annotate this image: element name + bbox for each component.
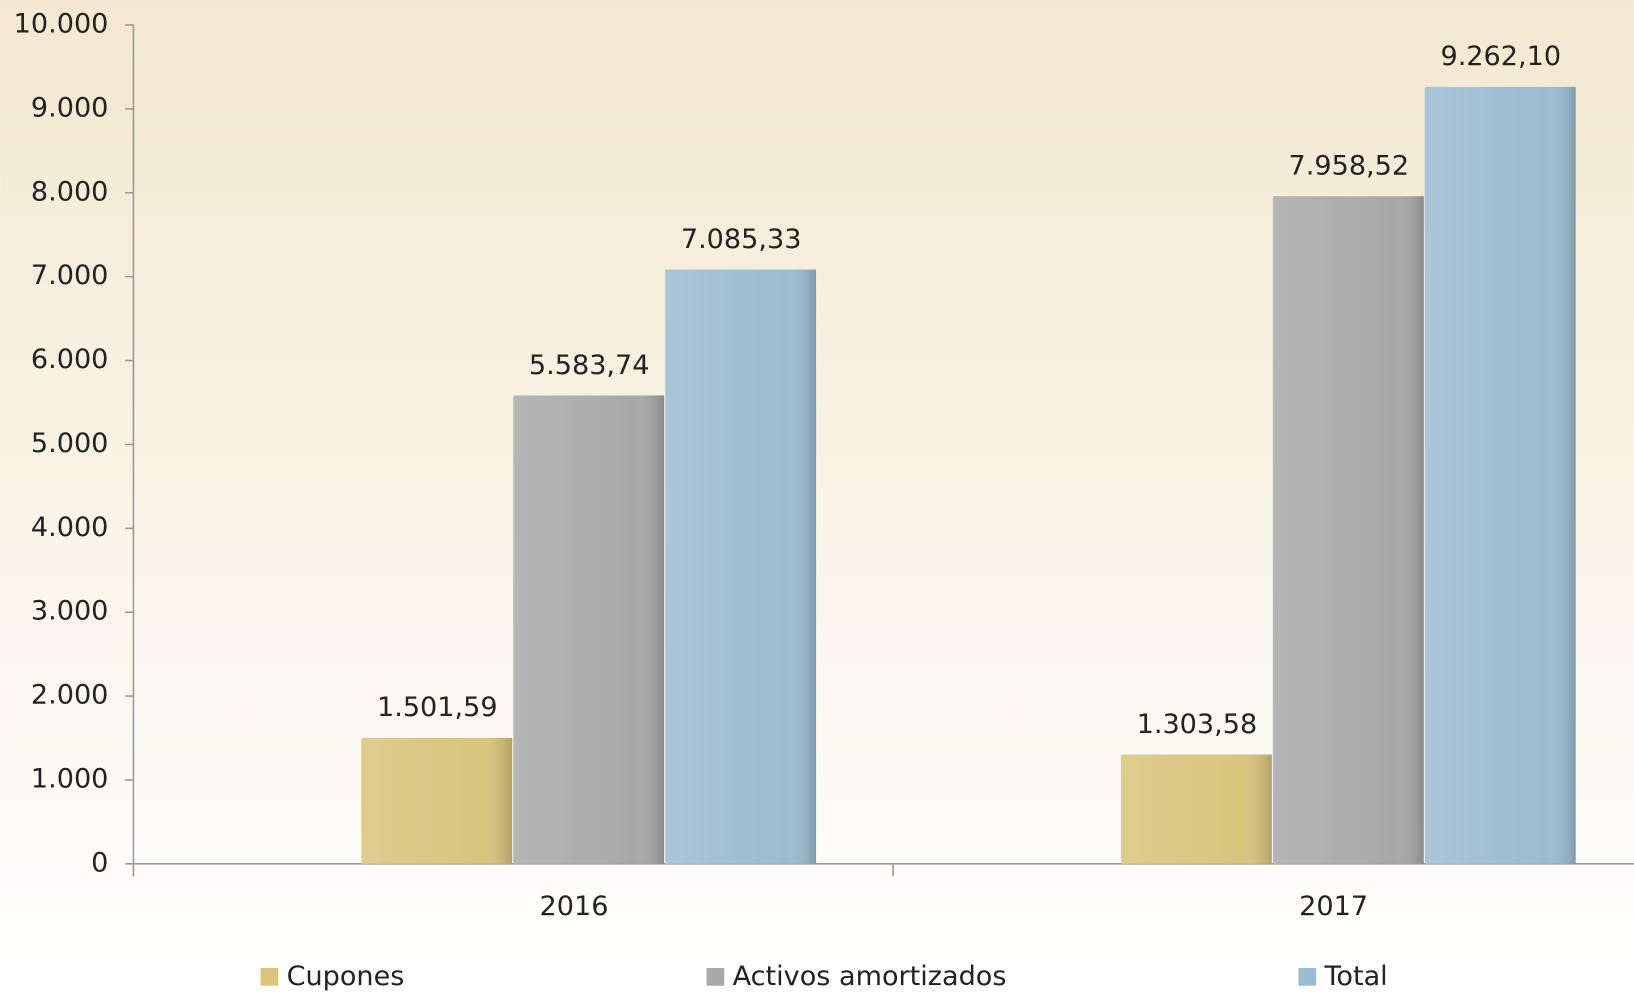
bar-shade [1272, 196, 1424, 864]
y-tick-label: 0 [91, 847, 108, 878]
bar-shade [1120, 754, 1272, 864]
y-tick-label: 4.000 [31, 512, 109, 543]
legend-swatch [260, 968, 279, 986]
y-tick-label: 5.000 [31, 428, 109, 459]
y-tick-label: 1.000 [31, 763, 109, 794]
bar-shade [513, 395, 665, 864]
y-tick-label: 7.000 [31, 260, 109, 291]
y-tick-label: 2.000 [31, 680, 109, 711]
x-tick-label: 2017 [1299, 891, 1368, 922]
y-tick-label: 6.000 [31, 344, 109, 375]
y-tick-label: 8.000 [31, 176, 109, 207]
value-label: 7.958,52 [1289, 151, 1410, 182]
value-label: 1.303,58 [1137, 709, 1258, 740]
y-tick-label: 3.000 [31, 596, 109, 627]
legend-swatch [1298, 968, 1317, 986]
value-label: 7.085,33 [681, 224, 802, 255]
bar-shade [665, 269, 817, 864]
value-label: 5.583,74 [529, 350, 650, 381]
value-label: 9.262,10 [1440, 41, 1561, 72]
legend-label: Activos amortizados [733, 961, 1007, 992]
x-tick-label: 2016 [540, 891, 609, 922]
legend-swatch [706, 968, 725, 986]
legend-label: Total [1323, 961, 1387, 992]
bar-shade [361, 737, 513, 864]
y-tick-label: 9.000 [31, 92, 109, 123]
value-label: 1.501,59 [377, 692, 498, 723]
bar-shade [1424, 86, 1576, 864]
y-tick-label: 10.000 [14, 9, 109, 40]
legend-label: Cupones [287, 961, 405, 992]
